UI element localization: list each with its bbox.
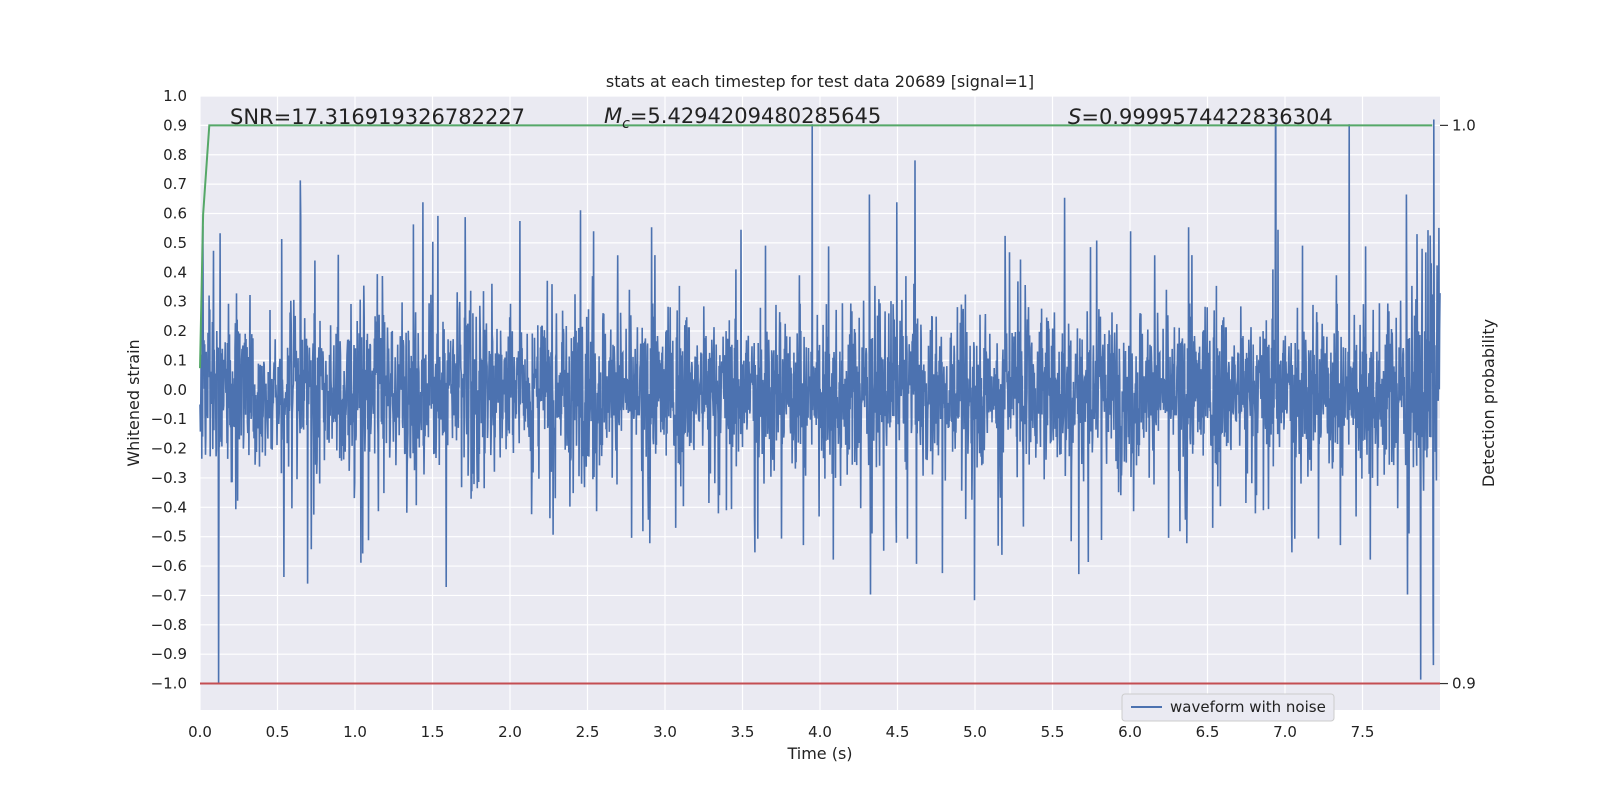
mc-subscript: c <box>622 116 630 132</box>
x-axis-label: Time (s) <box>786 744 852 763</box>
mc-annotation: Mc=5.4294209480285645 <box>604 104 881 132</box>
x-tick-label: 5.0 <box>963 723 987 741</box>
y-tick-label: 0.0 <box>163 381 187 399</box>
waveform-line <box>199 118 1441 684</box>
right-axis-label: Detection probability <box>1479 319 1498 487</box>
y-tick-label: −0.4 <box>151 498 187 516</box>
y-axis-ticks: 1.0 0.9 0.8 0.7 0.6 0.5 0.4 0.3 0.2 0.1 0.0 −0.1 −0.… <box>151 87 187 693</box>
x-tick-label: 0.0 <box>188 723 212 741</box>
y-tick-label: 0.2 <box>163 322 187 340</box>
y-tick-label: 0.9 <box>163 116 187 134</box>
y-tick-label: −0.1 <box>151 410 187 428</box>
right-tick-label: 0.9 <box>1452 675 1476 693</box>
mc-value: =5.4294209480285645 <box>630 104 881 128</box>
y-tick-label: −0.2 <box>151 440 187 458</box>
y-tick-label: −0.6 <box>151 557 187 575</box>
x-tick-label: 1.0 <box>343 723 367 741</box>
y-tick-label: −0.3 <box>151 469 187 487</box>
x-tick-label: 4.5 <box>886 723 910 741</box>
mc-symbol: M <box>604 104 622 128</box>
y-tick-label: 0.5 <box>163 234 187 252</box>
legend-label: waveform with noise <box>1170 698 1326 716</box>
x-tick-label: 3.0 <box>653 723 677 741</box>
y-tick-label: −0.7 <box>151 586 187 604</box>
y-tick-label: −0.8 <box>151 616 187 634</box>
x-tick-label: 2.5 <box>576 723 600 741</box>
detection-probability-line <box>199 124 1433 369</box>
x-tick-label: 6.5 <box>1196 723 1220 741</box>
y-tick-label: 0.1 <box>163 351 187 369</box>
overlay-series <box>199 124 1440 685</box>
y-tick-label: −0.9 <box>151 645 187 663</box>
y-tick-label: −0.5 <box>151 528 187 546</box>
chart-title: stats at each timestep for test data 206… <box>606 72 1034 91</box>
x-tick-label: 2.0 <box>498 723 522 741</box>
y-axis-label: Whitened strain <box>124 339 143 466</box>
s-annotation: S=0.9999574422836304 <box>1068 105 1333 129</box>
legend: waveform with noise <box>1121 693 1335 722</box>
y-tick-label: 0.8 <box>163 146 187 164</box>
x-tick-label: 4.0 <box>808 723 832 741</box>
s-value: =0.9999574422836304 <box>1081 105 1332 129</box>
s-symbol: S <box>1068 105 1081 129</box>
y-tick-label: 0.4 <box>163 263 187 281</box>
legend-box <box>1121 693 1335 722</box>
x-tick-label: 7.0 <box>1273 723 1297 741</box>
x-tick-label: 0.5 <box>266 723 290 741</box>
x-tick-label: 5.5 <box>1041 723 1065 741</box>
x-tick-label: 3.5 <box>731 723 755 741</box>
y-tick-label: −1.0 <box>151 675 187 693</box>
x-tick-label: 7.5 <box>1351 723 1375 741</box>
y-tick-label: 0.6 <box>163 205 187 223</box>
right-axis-ticks: 1.0 0.9 <box>1440 116 1476 693</box>
y-tick-label: 0.3 <box>163 293 187 311</box>
x-tick-label: 1.5 <box>421 723 445 741</box>
waveform-series <box>199 118 1441 684</box>
y-tick-label: 0.7 <box>163 175 187 193</box>
snr-annotation: SNR=17.316919326782227 <box>230 105 525 129</box>
right-tick-label: 1.0 <box>1452 116 1476 134</box>
y-tick-label: 1.0 <box>163 87 187 105</box>
x-tick-label: 6.0 <box>1118 723 1142 741</box>
x-axis-ticks: 0.0 0.5 1.0 1.5 2.0 2.5 3.0 3.5 4.0 4.5 5.0 5.5 6.0 6… <box>188 723 1374 741</box>
